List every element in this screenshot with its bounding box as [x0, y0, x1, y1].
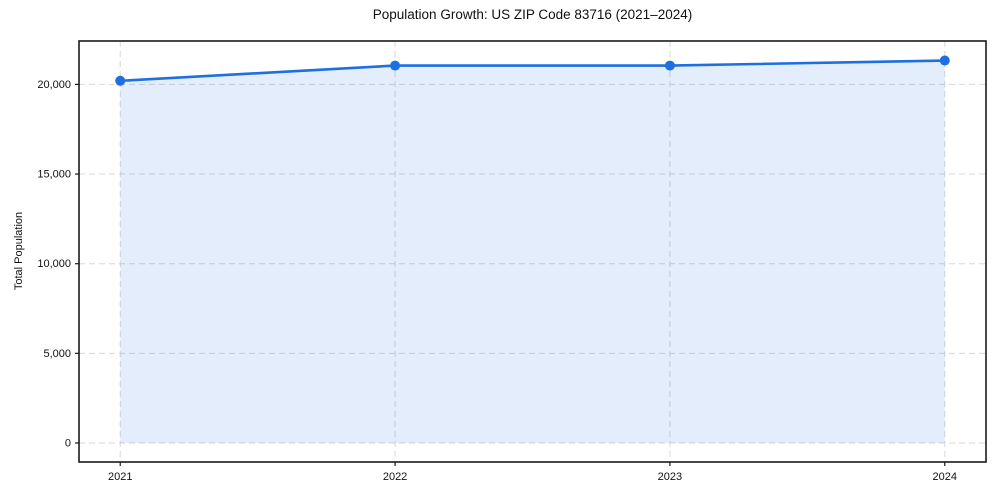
- y-tick-label: 20,000: [37, 79, 71, 91]
- plot-border: [78, 40, 987, 463]
- x-tick-label: 2021: [108, 471, 132, 483]
- chart-title: Population Growth: US ZIP Code 83716 (20…: [372, 7, 693, 22]
- area-fill: [120, 60, 945, 443]
- x-tick-label: 2023: [658, 471, 682, 483]
- data-point-marker: [390, 60, 401, 71]
- x-tick-label: 2024: [933, 471, 957, 483]
- x-tick-label: 2022: [383, 471, 407, 483]
- data-point-marker: [939, 55, 950, 66]
- y-tick-label: 5,000: [43, 348, 71, 360]
- data-point-marker: [664, 60, 675, 71]
- trend-line: [118, 59, 947, 83]
- y-tick-label: 10,000: [37, 258, 71, 270]
- y-tick-label: 15,000: [37, 169, 71, 181]
- data-point-marker: [115, 75, 126, 86]
- y-tick-label: 0: [65, 437, 71, 449]
